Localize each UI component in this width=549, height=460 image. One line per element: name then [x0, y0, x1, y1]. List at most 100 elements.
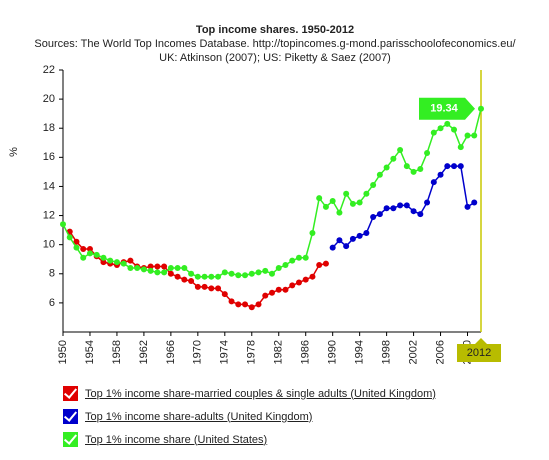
crosshair-box — [457, 338, 501, 362]
legend-checkbox[interactable] — [63, 409, 78, 424]
x-tick-label: 1994 — [354, 340, 366, 364]
data-point — [235, 301, 242, 308]
legend-item[interactable]: Top 1% income share-married couples & si… — [63, 382, 436, 405]
data-point — [188, 270, 195, 277]
data-point — [194, 273, 201, 280]
data-point — [86, 246, 93, 253]
data-point — [161, 263, 168, 270]
legend-checkbox[interactable] — [63, 386, 78, 401]
data-point — [343, 190, 350, 197]
legend-checkbox[interactable] — [63, 432, 78, 447]
x-tick-label: 1978 — [246, 340, 258, 364]
data-point — [275, 264, 282, 271]
data-point — [329, 198, 336, 204]
data-point — [424, 199, 431, 206]
x-tick-label: 1950 — [57, 340, 69, 364]
x-tick-label: 1954 — [84, 340, 96, 364]
data-point — [383, 205, 390, 212]
data-point — [437, 125, 444, 132]
y-tick-label: 14 — [43, 180, 55, 192]
data-point — [417, 211, 424, 218]
data-point — [376, 211, 383, 218]
y-tick-label: 8 — [49, 268, 55, 280]
data-point — [86, 250, 93, 257]
data-point — [309, 273, 316, 280]
data-point — [417, 165, 424, 172]
data-point — [262, 292, 269, 299]
data-point — [255, 301, 262, 308]
data-point — [113, 259, 120, 266]
tooltip-box — [419, 97, 475, 120]
series-line — [69, 231, 327, 309]
data-point — [134, 264, 141, 271]
data-point — [228, 298, 235, 305]
y-tick-label: 12 — [43, 209, 55, 221]
crosshair-label: 2012 — [457, 338, 501, 362]
y-tick-label: 22 — [43, 64, 55, 76]
data-point — [235, 272, 242, 279]
data-point — [390, 205, 397, 212]
data-point — [444, 163, 451, 170]
x-tick-label: 1986 — [300, 340, 312, 364]
legend-label[interactable]: Top 1% income share-adults (United Kingd… — [85, 410, 313, 423]
data-point — [269, 270, 275, 277]
data-point — [242, 272, 249, 279]
data-point — [397, 147, 404, 154]
x-tick-label: 1958 — [111, 340, 123, 364]
data-point — [120, 260, 127, 267]
data-point — [181, 264, 188, 271]
y-tick-label: 6 — [49, 297, 55, 309]
x-tick-label: 1974 — [219, 340, 231, 364]
data-point — [208, 285, 215, 292]
legend-item[interactable]: Top 1% income share (United States) — [63, 428, 436, 451]
data-point — [262, 267, 269, 274]
data-point — [242, 301, 249, 308]
data-point — [228, 270, 235, 277]
data-point — [208, 273, 215, 280]
data-point — [430, 129, 437, 136]
data-point — [181, 276, 188, 283]
data-point — [363, 190, 370, 197]
data-point — [73, 244, 80, 251]
data-point — [464, 132, 471, 139]
data-point — [444, 120, 451, 127]
y-axis-label: % — [8, 147, 20, 157]
data-point — [471, 132, 478, 139]
legend-label[interactable]: Top 1% income share-married couples & si… — [85, 387, 436, 400]
data-point — [221, 291, 228, 298]
data-point — [174, 273, 181, 280]
data-point — [275, 286, 282, 293]
data-point — [66, 234, 73, 241]
legend-label[interactable]: Top 1% income share (United States) — [85, 433, 268, 446]
data-point — [60, 221, 66, 228]
data-point — [161, 269, 168, 276]
x-tick-label: 1982 — [273, 340, 285, 364]
data-point — [147, 267, 154, 274]
data-point — [309, 230, 316, 237]
data-point — [471, 199, 478, 206]
data-point — [201, 273, 208, 280]
data-point — [302, 254, 309, 261]
data-point — [215, 285, 222, 292]
legend-item[interactable]: Top 1% income share-adults (United Kingd… — [63, 405, 436, 428]
data-point — [322, 260, 329, 267]
x-tick-label: 1998 — [381, 340, 393, 364]
chart-subtitle: UK: Atkinson (2007); US: Piketty & Saez … — [159, 52, 391, 64]
data-point — [100, 259, 107, 266]
chart: Top income shares. 1950-2012 Sources: Th… — [8, 24, 517, 365]
data-point — [457, 163, 464, 170]
crosshair-text: 2012 — [467, 347, 491, 359]
data-point — [80, 246, 87, 253]
data-point — [316, 262, 323, 269]
tooltip-value: 19.34 — [430, 103, 458, 115]
data-point — [343, 243, 350, 250]
x-tick-label: 1970 — [192, 340, 204, 364]
data-point — [282, 286, 289, 293]
data-point — [93, 251, 100, 258]
data-point — [403, 163, 410, 170]
data-point — [127, 257, 134, 264]
data-point — [194, 283, 201, 290]
x-tick-label: 1966 — [165, 340, 177, 364]
data-point — [370, 181, 377, 188]
